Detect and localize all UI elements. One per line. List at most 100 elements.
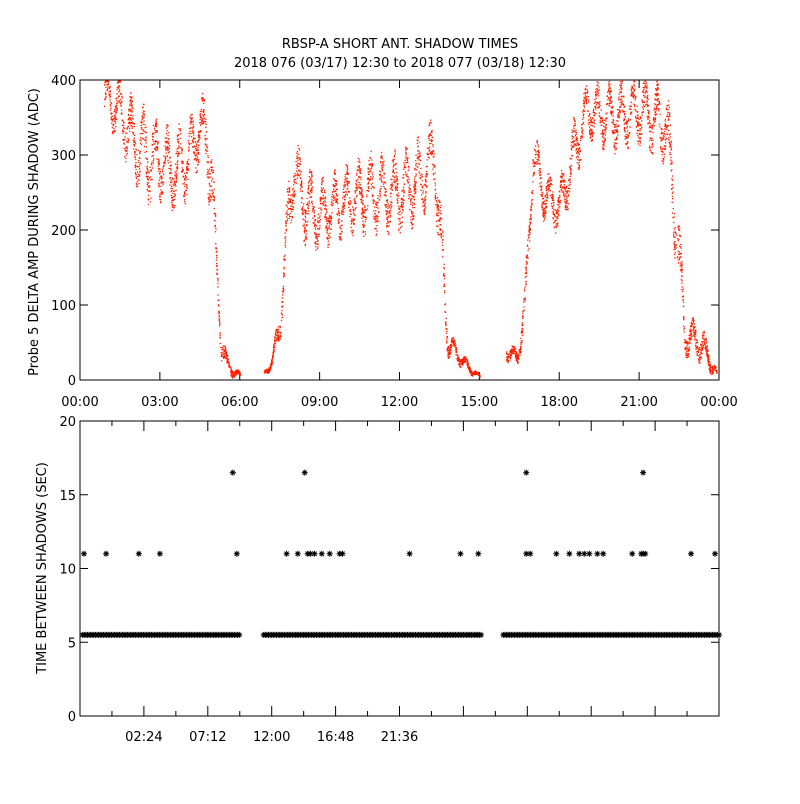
data-point [144,124,145,125]
data-point [206,131,207,132]
data-point [375,210,376,211]
data-point [469,369,470,370]
data-point [176,180,177,181]
data-point [552,208,553,209]
data-point [576,150,577,151]
data-point [111,103,112,104]
data-point [544,219,545,220]
data-point [567,200,568,201]
data-point [439,234,440,235]
data-point [375,218,376,219]
data-point [292,202,293,203]
data-point [433,165,434,166]
data-point [373,199,374,200]
data-point [452,341,453,342]
data-point [398,230,399,231]
data-point [563,175,564,176]
data-point [381,186,382,187]
data-point [116,89,117,90]
data-point [155,147,156,148]
data-point [278,329,279,330]
data-point [324,192,325,193]
data-point [346,180,347,181]
data-point [547,181,548,182]
data-point [563,195,564,196]
data-point [601,121,602,122]
data-point [145,158,146,159]
data-point [314,223,315,224]
data-point [193,137,194,138]
data-point [205,153,206,154]
data-point [453,340,454,341]
data-point [287,201,288,202]
data-point [333,189,334,190]
data-point [186,194,187,195]
data-point [227,355,228,356]
data-point [143,116,144,117]
data-point [401,212,402,213]
data-point [311,174,312,175]
data-point [281,302,282,303]
data-point [393,166,394,167]
data-point [320,212,321,213]
data-point [301,183,302,184]
data-point [507,357,508,358]
data-point [525,277,526,278]
data-point [636,133,637,134]
data-point [129,128,130,129]
data-point [215,215,216,216]
data-point [131,115,132,116]
data-point [159,169,160,170]
data-point [376,204,377,205]
data-point [301,180,302,181]
data-point [363,236,364,237]
data-point [109,96,110,97]
data-point [332,203,333,204]
data-point [410,219,411,220]
x-tick-label: 00:00 [61,395,98,410]
data-point [134,156,135,157]
data-point [333,178,334,179]
data-point [152,167,153,168]
data-point [287,191,288,192]
data-point [194,153,195,154]
data-point [172,188,173,189]
data-point [290,200,291,201]
data-point [153,158,154,159]
data-point [555,226,556,227]
data-point [402,217,403,218]
data-point [407,162,408,163]
data-point [418,153,419,154]
data-point [163,182,164,183]
data-point [158,161,159,162]
data-point [128,142,129,143]
data-point [131,96,132,97]
data-point [568,190,569,191]
data-point [442,231,443,232]
data-point [183,161,184,162]
data-point [415,155,416,156]
data-point [192,127,193,128]
data-point [563,191,564,192]
data-point [438,209,439,210]
data-point [456,347,457,348]
data-point [171,181,172,182]
data-point [536,142,537,143]
data-point [290,213,291,214]
data-point [197,141,198,142]
data-point [440,207,441,208]
data-point [436,213,437,214]
data-point [658,94,659,95]
data-point [128,119,129,120]
data-point [649,126,650,127]
data-point [395,188,396,189]
data-point [382,167,383,168]
data-point [627,130,628,131]
data-point [286,229,287,230]
data-point [360,168,361,169]
data-point [294,182,295,183]
data-point [553,197,554,198]
data-point [391,179,392,180]
data-point [314,212,315,213]
data-point [550,183,551,184]
